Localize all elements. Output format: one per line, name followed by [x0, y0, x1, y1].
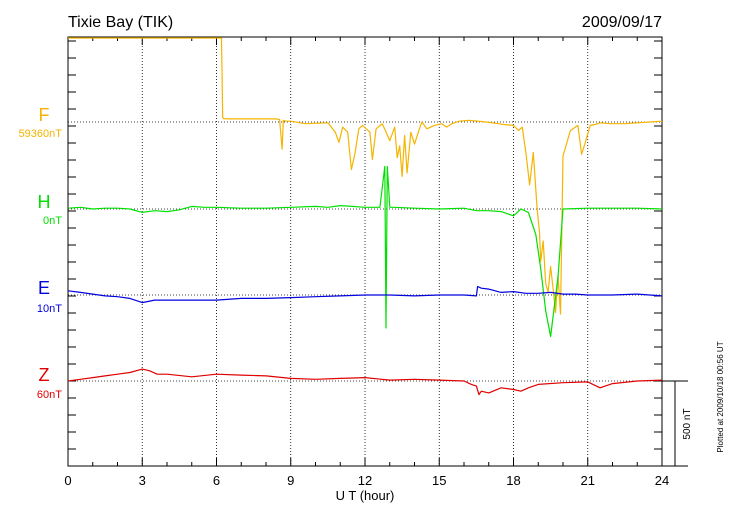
component-label-f: F [39, 105, 50, 125]
series-layer [67, 37, 663, 396]
scale-bar-label: 500 nT [682, 408, 693, 439]
plotted-at-note: Plotted at 2009/10/18 00:56 UT [716, 341, 725, 452]
series-e-trace [67, 285, 663, 304]
x-tick-label: 0 [64, 473, 71, 488]
plot-frame [67, 36, 663, 467]
x-tick-label: 15 [432, 473, 446, 488]
component-label-h: H [38, 192, 51, 212]
x-tick-label: 21 [581, 473, 595, 488]
x-axis-title: U T (hour) [336, 488, 395, 503]
x-tick-label: 18 [506, 473, 520, 488]
x-tick-label: 12 [358, 473, 372, 488]
component-baseline-e: 10nT [37, 303, 62, 315]
x-tick-label: 3 [139, 473, 146, 488]
x-tick-label: 6 [213, 473, 220, 488]
x-tick-label: 24 [655, 473, 669, 488]
series-z-trace [67, 368, 663, 396]
component-baseline-z: 60nT [37, 389, 62, 401]
component-baseline-h: 0nT [43, 215, 62, 227]
x-tick-label: 9 [287, 473, 294, 488]
component-baseline-f: 59360nT [19, 128, 63, 140]
scale-bar: 500 nT [662, 380, 693, 467]
x-tick-labels: 0 3 6 9 12 15 18 21 24 [64, 473, 669, 488]
chart-title: Tixie Bay (TIK) [68, 14, 173, 31]
chart-date: 2009/09/17 [582, 14, 662, 31]
grid-layer [141, 37, 589, 466]
component-labels: F 59360nT H 0nT E 10nT Z 60nT [19, 105, 63, 401]
series-h-trace [67, 165, 663, 338]
axis-ticks [67, 37, 663, 466]
component-label-z: Z [39, 365, 50, 385]
component-label-e: E [38, 278, 50, 298]
